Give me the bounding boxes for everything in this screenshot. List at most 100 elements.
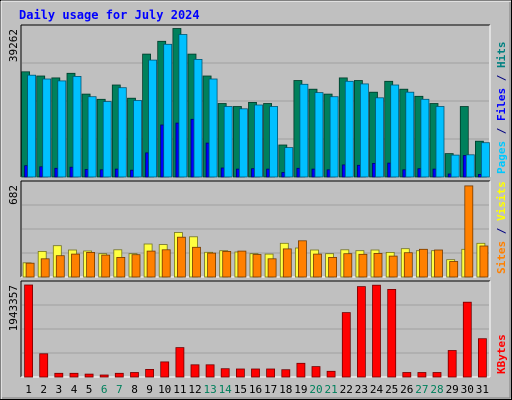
bar-sites-day-15: Sites 15: 192 xyxy=(237,250,247,278)
x-tick-label: 12 xyxy=(188,383,201,396)
x-tick-label: 21 xyxy=(324,383,337,396)
y-max-label: 1943357 xyxy=(7,285,20,331)
bar-sites-day-29: Sites 29: 115 xyxy=(449,261,459,278)
x-tick-label: 11 xyxy=(173,383,186,396)
y-max-label: 682 xyxy=(7,185,20,205)
bar-sites-day-27: Sites 27: 205 xyxy=(418,248,428,278)
panel-kbytes: 1943357 KBytes KBytes 1: 1943357 KBytes 2: … xyxy=(7,280,508,378)
bar-kbytes-day-10: KBytes 10: 320000 xyxy=(160,361,170,378)
bar-pages-day-8: Pages 8: 20300 xyxy=(133,100,142,178)
bar-kbytes-day-4: KBytes 4: 78000 xyxy=(69,372,79,378)
bar-pages-day-30: Pages 30: 5900 xyxy=(465,154,475,178)
bar-pages-day-14: Pages 14: 18700 xyxy=(223,106,233,178)
bar-kbytes-day-23: KBytes 23: 1910000 xyxy=(356,286,366,378)
bar-pages-day-9: Pages 9: 31000 xyxy=(148,59,158,178)
legend-entry: Visits xyxy=(495,181,508,221)
bar-kbytes-day-11: KBytes 11: 620000 xyxy=(175,347,185,378)
legend: Sites / Visits xyxy=(495,181,508,274)
bar-sites-day-28: Sites 28: 200 xyxy=(434,249,443,278)
bar-pages-day-15: Pages 15: 18100 xyxy=(238,108,248,178)
bar-sites-day-23: Sites 23: 168 xyxy=(358,253,368,278)
bar-kbytes-day-9: KBytes 9: 160000 xyxy=(145,368,155,378)
x-tick-label: 14 xyxy=(219,383,233,396)
bar-sites-day-18: Sites 18: 208 xyxy=(282,248,292,278)
bar-kbytes-day-24: KBytes 24: 1940000 xyxy=(372,284,381,378)
x-tick-label: 22 xyxy=(340,383,353,396)
bar-pages-day-7: Pages 7: 23700 xyxy=(117,87,127,178)
bar-pages-day-29: Pages 29: 5800 xyxy=(450,154,460,178)
bar-kbytes-day-2: KBytes 2: 490000 xyxy=(39,353,49,378)
x-tick-labels: 1 2 3 4 5 6 7 8 9 10 11 12 13 14 15 16 17 18 19 20 21 22 23 24 2… xyxy=(25,383,489,396)
bar-kbytes-day-16: KBytes 16: 170000 xyxy=(251,368,260,378)
bar-kbytes-day-5: KBytes 5: 62000 xyxy=(84,373,94,378)
bar-sites-day-25: Sites 25: 155 xyxy=(388,255,398,278)
legend-entry: Files xyxy=(495,88,508,121)
bar-kbytes-day-18: KBytes 18: 155000 xyxy=(281,369,291,378)
x-tick-label: 23 xyxy=(355,383,368,396)
x-tick-label: 17 xyxy=(264,383,277,396)
bar-sites-day-24: Sites 24: 175 xyxy=(373,252,383,278)
legend-entry: / xyxy=(495,221,508,241)
bar-sites-day-31: Sites 31: 230 xyxy=(479,245,489,278)
bar-sites-day-14: Sites 14: 190 xyxy=(222,250,232,278)
bar-kbytes-day-27: KBytes 27: 94000 xyxy=(417,372,427,378)
bar-sites-day-21: Sites 21: 145 xyxy=(328,256,338,278)
bar-kbytes-day-21: KBytes 21: 120000 xyxy=(326,370,336,378)
bar-sites-day-13: Sites 13: 177 xyxy=(207,252,217,278)
bar-sites-day-20: Sites 20: 170 xyxy=(313,253,322,278)
bar-sites-day-7: Sites 7: 145 xyxy=(116,256,126,278)
x-tick-label: 6 xyxy=(101,383,108,396)
bar-pages-day-27: Pages 27: 20600 xyxy=(420,98,430,178)
x-tick-label: 2 xyxy=(40,383,47,396)
x-tick-label: 3 xyxy=(55,383,62,396)
x-tick-label: 19 xyxy=(294,383,307,396)
bar-kbytes-day-12: KBytes 12: 258000 xyxy=(190,364,200,378)
bar-kbytes-day-19: KBytes 19: 290000 xyxy=(296,362,306,378)
bar-kbytes-day-6: KBytes 6: 43000 xyxy=(99,374,109,378)
bar-pages-day-20: Pages 20: 22400 xyxy=(314,92,324,178)
x-tick-label: 28 xyxy=(430,383,443,396)
bar-kbytes-day-26: KBytes 26: 94000 xyxy=(402,372,412,378)
bar-kbytes-day-14: KBytes 14: 175000 xyxy=(220,368,230,378)
x-tick-label: 7 xyxy=(116,383,123,396)
bar-sites-day-22: Sites 22: 173 xyxy=(343,253,353,278)
bar-kbytes-day-8: KBytes 8: 94000 xyxy=(130,372,139,378)
y-max-label: 39262 xyxy=(7,29,20,62)
x-tick-label: 8 xyxy=(131,383,138,396)
bar-pages-day-31: Pages 31: 9100 xyxy=(480,142,490,178)
bar-kbytes-day-17: KBytes 17: 170000 xyxy=(266,368,276,378)
x-tick-label: 4 xyxy=(71,383,78,396)
x-tick-label: 27 xyxy=(415,383,428,396)
bar-sites-day-5: Sites 5: 182 xyxy=(86,251,95,278)
bar-kbytes-day-20: KBytes 20: 220000 xyxy=(311,366,321,378)
bar-sites-day-17: Sites 17: 135 xyxy=(267,258,277,278)
bar-sites-day-8: Sites 8: 165 xyxy=(131,254,141,278)
bar-pages-day-23: Pages 23: 24700 xyxy=(359,83,369,178)
bar-pages-day-2: Pages 2: 26000 xyxy=(42,78,52,178)
legend-entry: KBytes xyxy=(495,334,508,374)
legend-entry: / xyxy=(495,121,508,141)
bar-pages-day-26: Pages 26: 22500 xyxy=(405,91,415,178)
bar-pages-day-10: Pages 10: 35200 xyxy=(163,43,173,178)
bar-sites-day-26: Sites 26: 180 xyxy=(403,252,413,278)
x-tick-label: 29 xyxy=(446,383,459,396)
legend-entry: Pages xyxy=(495,141,508,174)
bar-sites-day-1: Sites 1: 102 xyxy=(25,262,35,278)
x-tick-label: 16 xyxy=(249,383,262,396)
x-tick-label: 24 xyxy=(370,383,384,396)
x-tick-label: 15 xyxy=(234,383,247,396)
x-tick-label: 18 xyxy=(279,383,292,396)
bar-pages-day-24: Pages 24: 21000 xyxy=(375,97,384,178)
bar-pages-day-1: Pages 1: 27000 xyxy=(27,74,37,178)
bar-sites-day-16: Sites 16: 167 xyxy=(252,254,262,278)
x-tick-label: 25 xyxy=(385,383,398,396)
bar-pages-day-28: Pages 28: 18700 xyxy=(435,106,445,178)
bar-pages-day-16: Pages 16: 19100 xyxy=(254,104,263,178)
bar-sites-day-4: Sites 4: 170 xyxy=(71,253,80,278)
bar-pages-day-21: Pages 21: 21300 xyxy=(329,96,339,178)
bar-kbytes-day-22: KBytes 22: 1360000 xyxy=(341,312,351,378)
x-tick-label: 31 xyxy=(476,383,489,396)
chart-title: Daily usage for July 2024 xyxy=(19,8,200,22)
